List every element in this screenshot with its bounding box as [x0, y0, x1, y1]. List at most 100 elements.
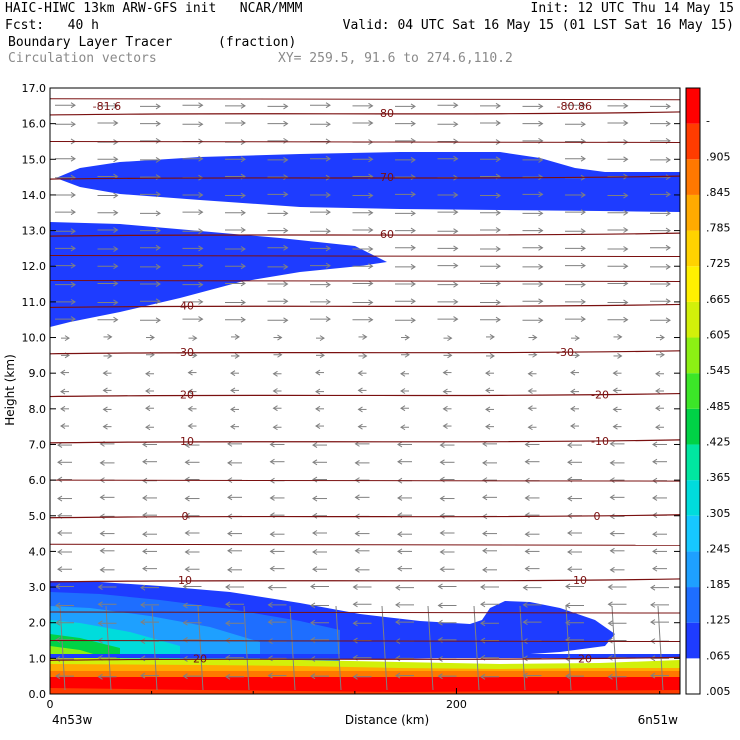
wind-vector: [650, 263, 671, 270]
wind-vector: [358, 353, 368, 359]
wind-vector: [570, 369, 579, 376]
wind-vector: [482, 547, 497, 554]
wind-vector: [395, 298, 416, 305]
wind-vector: [99, 547, 115, 554]
wind-vector: [225, 316, 246, 323]
wind-vector: [480, 246, 501, 252]
wind-vector: [316, 352, 325, 359]
temperature-contour-unlabeled: [49, 255, 681, 258]
wind-vector: [184, 476, 200, 483]
wind-vector: [480, 601, 499, 608]
colorbar-swatch: [686, 230, 700, 267]
colorbar-label: .905: [706, 150, 731, 163]
wind-vector: [97, 156, 119, 163]
wind-vector: [395, 137, 416, 144]
wind-vector: [357, 387, 367, 394]
x-left-endpoint: 4n53w: [52, 713, 93, 727]
wind-vector: [272, 424, 282, 431]
wind-vector: [612, 370, 622, 377]
wind-vector: [267, 672, 287, 679]
wind-vector: [400, 405, 409, 412]
wind-vector: [310, 121, 331, 128]
wind-vector: [607, 209, 629, 216]
wind-vector: [354, 547, 370, 554]
wind-vector: [267, 120, 289, 127]
wind-vector: [312, 495, 327, 502]
wind-vector: [269, 531, 285, 538]
wind-vector: [267, 227, 289, 234]
colorbar-swatch: [686, 266, 700, 302]
colorbar-swatch: [686, 337, 700, 374]
colorbar-label: .305: [706, 507, 731, 520]
wind-vector: [613, 334, 623, 340]
wind-vector: [650, 120, 671, 127]
wind-vector: [187, 423, 197, 429]
temperature-contour-unlabeled: [49, 140, 681, 143]
wind-vector: [567, 459, 582, 466]
wind-vector: [400, 370, 409, 377]
colorbar-swatch: [686, 587, 700, 623]
wind-vector: [145, 370, 154, 377]
wind-vector: [230, 370, 239, 377]
wind-vector: [609, 513, 625, 520]
wind-vector: [315, 423, 324, 429]
vectors-label: Circulation vectors: [8, 51, 157, 66]
wind-vector: [102, 423, 112, 430]
temperature-contour: -10 -10: [49, 435, 681, 448]
contour-label: -40: [176, 299, 194, 312]
wind-vector: [522, 120, 544, 127]
wind-vector: [486, 353, 495, 359]
wind-vector: [267, 263, 289, 270]
wind-vector: [182, 637, 202, 643]
wind-vector: [225, 227, 246, 233]
wind-vector: [565, 228, 586, 235]
wind-vector: [522, 317, 544, 324]
tracer-region-middle: [50, 222, 387, 327]
colorbar-swatch: [686, 658, 700, 694]
contour-label: -20: [591, 389, 609, 402]
header-forecast-hour: Fcst: 40 h: [5, 18, 99, 33]
wind-vector: [140, 619, 159, 626]
temperature-contour: -40: [49, 299, 681, 312]
wind-vector: [140, 210, 161, 217]
wind-vector: [482, 530, 497, 537]
wind-vector: [97, 584, 117, 590]
wind-vector: [352, 156, 374, 163]
wind-vector: [97, 102, 119, 109]
wind-vector: [395, 601, 414, 608]
wind-vector: [652, 441, 667, 448]
wind-vector: [524, 565, 540, 572]
wind-vector: [97, 280, 119, 287]
wind-vector: [650, 619, 669, 626]
wind-vector: [652, 495, 667, 501]
wind-vector: [269, 458, 285, 465]
wind-vector-vertical: [381, 605, 388, 691]
wind-vector: [182, 262, 204, 269]
wind-vector: [188, 352, 198, 359]
wind-vector: [607, 601, 627, 608]
wind-vector: [567, 442, 582, 448]
wind-vector: [527, 370, 537, 377]
wind-vector: [650, 210, 671, 217]
wind-vector-vertical: [243, 605, 250, 691]
wind-vector: [55, 298, 76, 305]
wind-vector: [55, 245, 76, 252]
wind-vector: [612, 406, 622, 413]
wind-vector: [437, 316, 459, 323]
wind-vector: [480, 227, 501, 233]
wind-vector: [225, 192, 246, 199]
colorbar-label: .365: [706, 471, 731, 484]
colorbar-label: -: [706, 115, 710, 128]
wind-vector: [57, 459, 72, 466]
xy-coordinates: XY= 259.5, 91.6 to 274.6,110.2: [278, 51, 513, 66]
colorbar-label: .545: [706, 364, 731, 377]
wind-vector: [60, 369, 69, 376]
wind-vector: [655, 405, 664, 412]
colorbar-swatch: [686, 515, 700, 552]
wind-vector: [140, 601, 159, 608]
colorbar-label: .725: [706, 257, 731, 270]
wind-vector: [609, 494, 625, 501]
wind-vector: [97, 227, 119, 233]
contour-label: -80: [376, 107, 394, 120]
tracer-thin-layer: [50, 654, 680, 658]
